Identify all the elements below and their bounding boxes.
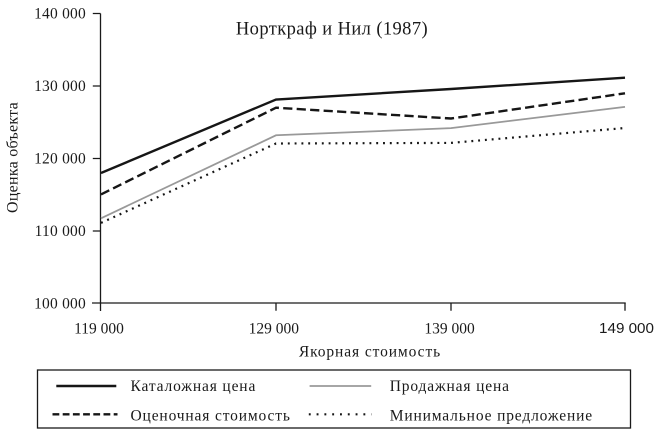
- svg-text:140 000: 140 000: [34, 6, 86, 23]
- svg-text:149 000: 149 000: [599, 320, 654, 337]
- svg-text:Якорная стоимость: Якорная стоимость: [299, 344, 441, 361]
- svg-text:Минимальное предложение: Минимальное предложение: [390, 407, 593, 424]
- svg-text:139 000: 139 000: [424, 321, 475, 338]
- svg-text:110 000: 110 000: [35, 223, 86, 240]
- svg-text:119 000: 119 000: [74, 321, 124, 338]
- svg-text:Продажная цена: Продажная цена: [390, 378, 510, 395]
- svg-text:Оценка объекта: Оценка объекта: [5, 102, 22, 213]
- svg-text:129 000: 129 000: [249, 321, 300, 338]
- svg-text:100 000: 100 000: [34, 296, 86, 313]
- svg-text:Каталожная цена: Каталожная цена: [131, 378, 257, 395]
- svg-text:Норткраф и Нил (1987): Норткраф и Нил (1987): [236, 20, 428, 40]
- svg-text:130 000: 130 000: [34, 78, 86, 95]
- svg-text:Оценочная стоимость: Оценочная стоимость: [131, 407, 291, 424]
- svg-text:120 000: 120 000: [34, 151, 86, 168]
